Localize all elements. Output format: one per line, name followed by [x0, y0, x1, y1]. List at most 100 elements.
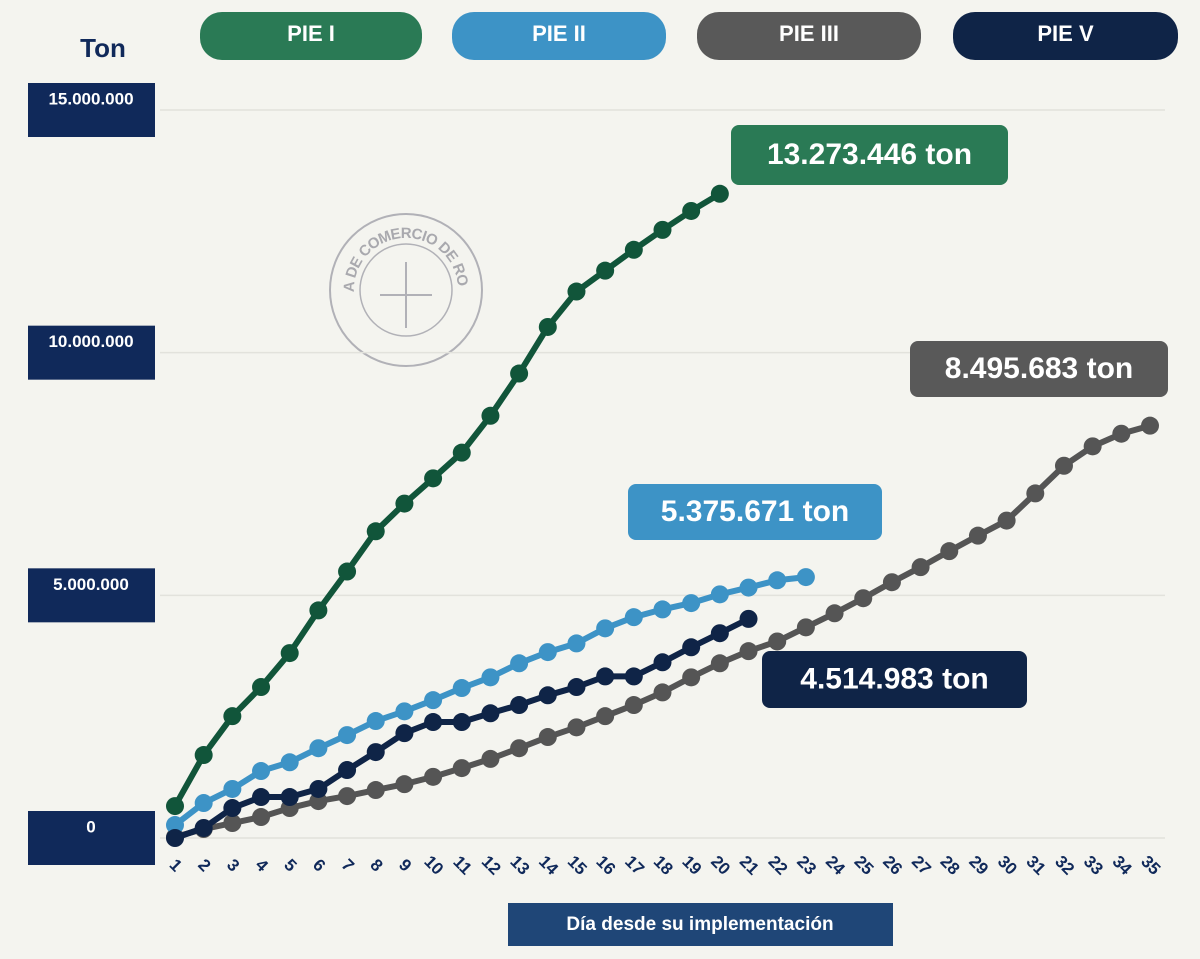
y-tick-box: [28, 325, 155, 380]
data-point: [596, 261, 615, 280]
x-tick-label: 5: [280, 855, 300, 875]
data-point: [366, 712, 385, 731]
data-point: [510, 654, 529, 673]
data-point: [682, 201, 701, 220]
data-point: [510, 739, 529, 758]
data-point: [596, 619, 615, 638]
x-tick-label: 9: [395, 855, 415, 875]
y-axis-label: Ton: [80, 33, 126, 63]
x-tick-label: 13: [506, 852, 533, 879]
data-point: [481, 704, 500, 723]
data-point: [567, 718, 586, 737]
data-point: [194, 794, 213, 813]
data-point: [309, 779, 328, 798]
data-point: [223, 707, 242, 726]
data-point: [768, 571, 787, 590]
data-point: [280, 753, 299, 772]
data-point: [395, 724, 414, 743]
data-point: [940, 542, 959, 561]
data-point: [510, 696, 529, 715]
x-tick-label: 24: [822, 852, 849, 879]
data-point: [968, 526, 987, 545]
value-label: 13.273.446 ton: [767, 138, 972, 171]
data-point: [538, 728, 557, 747]
data-point: [796, 618, 815, 637]
data-point: [166, 816, 184, 835]
data-point: [338, 787, 357, 806]
data-point: [309, 601, 328, 620]
value-label-box: [910, 341, 1168, 397]
data-point: [739, 642, 758, 661]
data-point: [1083, 437, 1102, 456]
data-point: [739, 609, 758, 628]
data-point: [280, 644, 299, 663]
x-tick-label: 15: [564, 852, 591, 879]
data-point: [682, 668, 701, 687]
y-tick-box: [28, 811, 155, 865]
data-point: [395, 494, 414, 513]
data-point: [653, 683, 672, 702]
data-point: [739, 578, 758, 597]
data-point: [624, 667, 643, 686]
legend-label: PIE I: [287, 21, 335, 46]
x-tick-label: 35: [1137, 852, 1164, 879]
data-point: [624, 240, 643, 259]
data-point: [366, 522, 385, 541]
x-tick-label: 4: [252, 855, 273, 876]
x-tick-label: 31: [1023, 852, 1050, 879]
x-axis-label: Día desde su implementación: [566, 914, 833, 935]
legend-pill: [953, 12, 1178, 60]
data-point: [710, 654, 729, 673]
data-point: [567, 634, 586, 653]
x-tick-label: 3: [223, 855, 243, 875]
data-point: [567, 678, 586, 697]
data-point: [796, 568, 815, 587]
x-tick-label: 17: [621, 852, 648, 879]
data-point: [710, 585, 729, 604]
legend-label: PIE II: [532, 21, 586, 46]
x-tick-label: 22: [765, 852, 792, 879]
x-tick-label: 14: [535, 852, 562, 879]
value-label-box: [762, 651, 1027, 708]
x-axis-label-box: [508, 903, 893, 946]
data-point: [424, 691, 443, 710]
data-point: [538, 643, 557, 662]
legend-label: PIE V: [1037, 21, 1094, 46]
data-point: [395, 702, 414, 721]
data-point: [624, 608, 643, 627]
data-point: [424, 767, 443, 786]
x-tick-label: 20: [707, 852, 734, 879]
data-point: [366, 781, 385, 800]
data-point: [166, 797, 184, 816]
data-point: [481, 406, 500, 425]
series: 5.375.671 ton: [166, 484, 882, 835]
y-tick-box: [28, 568, 155, 623]
x-tick-label: 19: [678, 852, 705, 879]
series: 13.273.446 ton: [166, 125, 1008, 816]
data-point: [882, 573, 901, 592]
x-tick-label: 16: [592, 852, 619, 879]
legend-pill: [697, 12, 921, 60]
data-point: [538, 686, 557, 705]
y-tick-label: 5.000.000: [53, 575, 129, 594]
data-point: [825, 604, 844, 623]
data-point: [596, 667, 615, 686]
data-point: [452, 443, 471, 462]
data-point: [338, 562, 357, 581]
data-point: [338, 726, 357, 745]
x-tick-label: 23: [793, 852, 820, 879]
data-point: [366, 743, 385, 762]
series: 4.514.983 ton: [166, 609, 1027, 847]
data-point: [452, 679, 471, 698]
x-tick-label: 30: [994, 852, 1021, 879]
x-tick-label: 12: [478, 852, 505, 879]
data-point: [309, 739, 328, 758]
x-tick-label: 34: [1109, 852, 1136, 879]
data-point: [424, 713, 443, 732]
value-label-box: [628, 484, 882, 540]
data-point: [1054, 456, 1073, 475]
data-point: [166, 829, 184, 847]
data-point: [567, 282, 586, 301]
value-label-box: [731, 125, 1008, 185]
